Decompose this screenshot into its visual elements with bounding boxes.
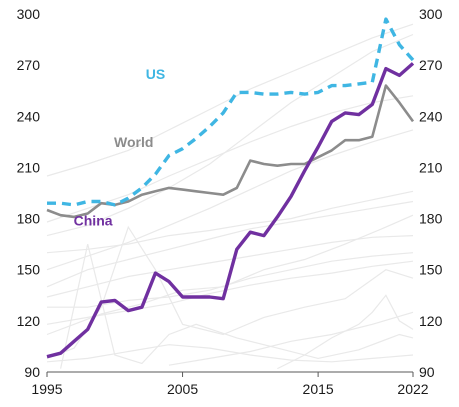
- y-tick-label-left: 300: [17, 6, 41, 22]
- y-tick-label-left: 270: [17, 57, 41, 73]
- series-labels: US World China: [74, 66, 166, 229]
- background-line-8: [46, 23, 414, 177]
- x-tick-label: 2022: [397, 381, 428, 397]
- background-line-5: [60, 243, 414, 369]
- background-line-13: [46, 235, 414, 298]
- y-tick-label-right: 240: [419, 108, 443, 124]
- background-line-1: [46, 129, 414, 271]
- background-line-6: [47, 252, 414, 308]
- series-lines: [46, 17, 415, 359]
- background-line-9: [46, 344, 414, 363]
- y-tick-label-left: 150: [17, 262, 41, 278]
- axes: 90 90 120 120 150 150 180 180 210 210 240 240 270 270…: [17, 6, 443, 397]
- y-tick-label-right: 120: [419, 313, 443, 329]
- y-tick-label-left: 210: [17, 159, 41, 175]
- y-tick-label-right: 90: [419, 364, 435, 380]
- background-line-0: [46, 33, 414, 237]
- y-tick-label-right: 180: [419, 211, 443, 227]
- y-tick-label-left: 90: [24, 364, 40, 380]
- background-line-3: [46, 200, 414, 288]
- y-tick-label-left: 180: [17, 211, 41, 227]
- y-tick-label-right: 300: [419, 6, 443, 22]
- background-line-14: [168, 311, 414, 366]
- background-lines: [46, 23, 414, 370]
- series-line-us: [47, 17, 415, 207]
- series-line-world: [46, 84, 415, 219]
- x-tick-label: 2015: [303, 381, 334, 397]
- series-label-us: US: [146, 66, 165, 82]
- y-tick-label-right: 210: [419, 159, 443, 175]
- y-tick-label-left: 240: [17, 108, 41, 124]
- series-line-china: [46, 62, 415, 359]
- series-label-china: China: [74, 212, 113, 228]
- background-line-7: [46, 190, 414, 254]
- background-line-10: [277, 294, 414, 370]
- series-label-world: World: [114, 134, 153, 150]
- x-tick-label: 1995: [31, 381, 62, 397]
- background-line-4: [46, 225, 414, 359]
- y-tick-label-right: 270: [419, 57, 443, 73]
- y-tick-label-right: 150: [419, 262, 443, 278]
- x-tick-label: 2005: [167, 381, 198, 397]
- y-tick-label-left: 120: [17, 313, 41, 329]
- background-line-11: [46, 260, 414, 325]
